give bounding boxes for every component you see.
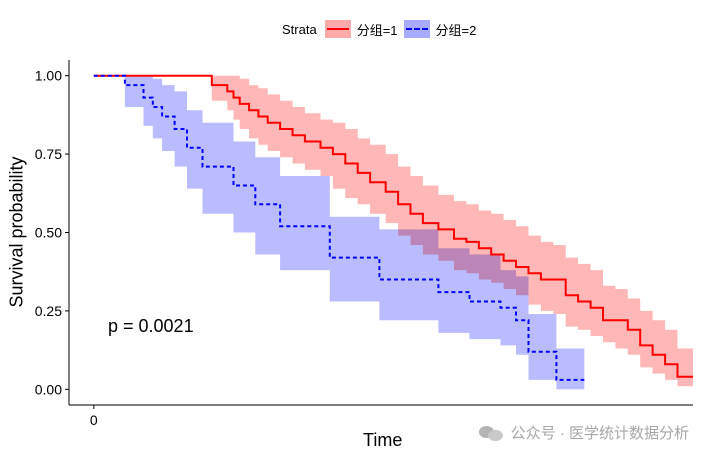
legend-item-group1: 分组=1 [324,20,398,39]
p-value-annotation: p = 0.0021 [108,316,194,336]
y-tick-label: 0.50 [35,225,62,241]
watermark-text: 公众号 · 医学统计数据分析 [510,425,689,442]
legend: Strata 分组=1 分组=2 [282,18,482,40]
legend-label-group1: 分组=1 [356,22,398,38]
y-tick-label: 0.00 [35,381,62,397]
legend-title: Strata [282,21,317,37]
survival-curve-2 [93,74,585,381]
axes: 0.00 0.25 0.50 0.75 1.00 0 [35,60,693,428]
confidence-bands [93,75,694,390]
y-axis-title: Survival probability [6,156,27,308]
legend-key-group1 [324,20,351,38]
wechat-icon [478,424,505,442]
confidence-band-2 [93,75,585,390]
y-tick-label: 1.00 [35,68,62,84]
survival-curve-1 [93,74,693,378]
y-tick-label: 0.75 [35,146,62,162]
survival-curves [93,74,693,381]
legend-label-group2: 分组=2 [435,22,477,38]
legend-item-group2: 分组=2 [403,20,477,39]
x-axis-title: Time [363,430,403,450]
x-tick-label: 0 [90,412,98,428]
confidence-band-1 [93,75,694,387]
y-tick-label: 0.25 [35,303,62,319]
legend-key-group2 [403,20,430,38]
watermark: 公众号 · 医学统计数据分析 [478,422,689,443]
